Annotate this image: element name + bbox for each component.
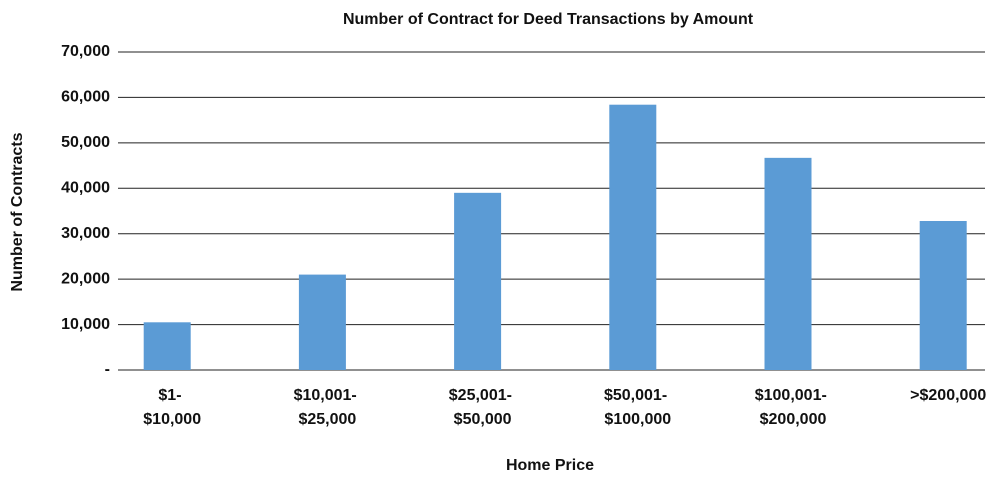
x-tick-label-line: $100,000 (604, 411, 671, 428)
bar (143, 322, 191, 370)
x-tick-label-line: $25,000 (298, 411, 356, 428)
y-tick-label: 20,000 (61, 270, 110, 287)
y-tick-label: - (105, 361, 110, 378)
x-tick-label-line: $1- (158, 387, 186, 404)
bar (764, 157, 812, 370)
x-tick-label-line: $100,001- (755, 387, 832, 404)
x-tick-label-line: $25,001- (449, 387, 517, 404)
x-tick-label: $50,001- $100,000 (604, 387, 672, 428)
x-tick-label-line: $50,000 (454, 411, 512, 428)
chart-title: Number of Contract for Deed Transactions… (343, 11, 754, 28)
x-tick-label-line: $50,001- (604, 387, 672, 404)
x-tick-label-line: $200,000 (760, 411, 827, 428)
x-tick-label: $10,001- $25,000 (294, 387, 362, 428)
bar (298, 274, 346, 370)
bar (919, 220, 967, 370)
x-tick-label: >$200,000 (910, 387, 986, 404)
x-axis-title: Home Price (506, 457, 594, 474)
y-tick-label: 40,000 (61, 180, 110, 197)
x-tick-label: $25,001- $50,000 (449, 387, 517, 428)
y-tick-label: 30,000 (61, 225, 110, 242)
x-tick-label-line: $10,000 (143, 411, 201, 428)
y-tick-label: 70,000 (61, 43, 110, 60)
x-tick-label: $100,001- $200,000 (755, 387, 832, 428)
y-tick-label: 50,000 (61, 134, 110, 151)
y-tick-label: 10,000 (61, 316, 110, 333)
y-tick-label: 60,000 (61, 89, 110, 106)
bar (454, 192, 502, 370)
bar (609, 104, 657, 370)
x-tick-label-line: $10,001- (294, 387, 362, 404)
x-tick-label: $1- $10,000 (143, 387, 201, 428)
y-axis-title: Number of Contracts (9, 132, 26, 291)
